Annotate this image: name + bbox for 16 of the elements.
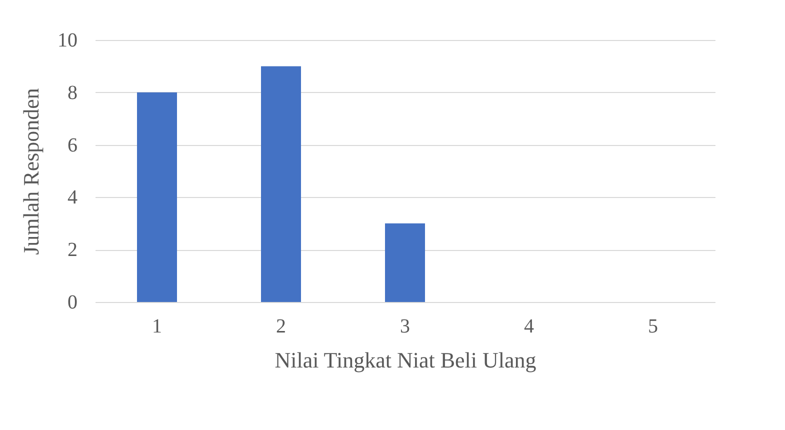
y-tick-label: 4 bbox=[68, 186, 78, 209]
x-tick-label: 3 bbox=[400, 316, 410, 338]
x-tick-label: 1 bbox=[152, 316, 162, 338]
bar bbox=[137, 92, 177, 302]
y-tick-label: 2 bbox=[68, 239, 78, 262]
y-tick-label: 0 bbox=[68, 292, 78, 314]
x-tick-label: 5 bbox=[648, 316, 658, 338]
y-tick-label: 8 bbox=[68, 82, 78, 104]
y-axis-title: Jumlah Responden bbox=[18, 88, 44, 255]
y-tick-label: 6 bbox=[68, 134, 78, 156]
x-axis-title: Nilai Tingkat Niat Beli Ulang bbox=[274, 348, 536, 372]
bar bbox=[261, 66, 301, 302]
x-tick-label: 2 bbox=[276, 316, 286, 338]
y-tick-label: 10 bbox=[58, 30, 78, 52]
x-tick-label: 4 bbox=[524, 316, 534, 338]
bar bbox=[385, 223, 425, 302]
